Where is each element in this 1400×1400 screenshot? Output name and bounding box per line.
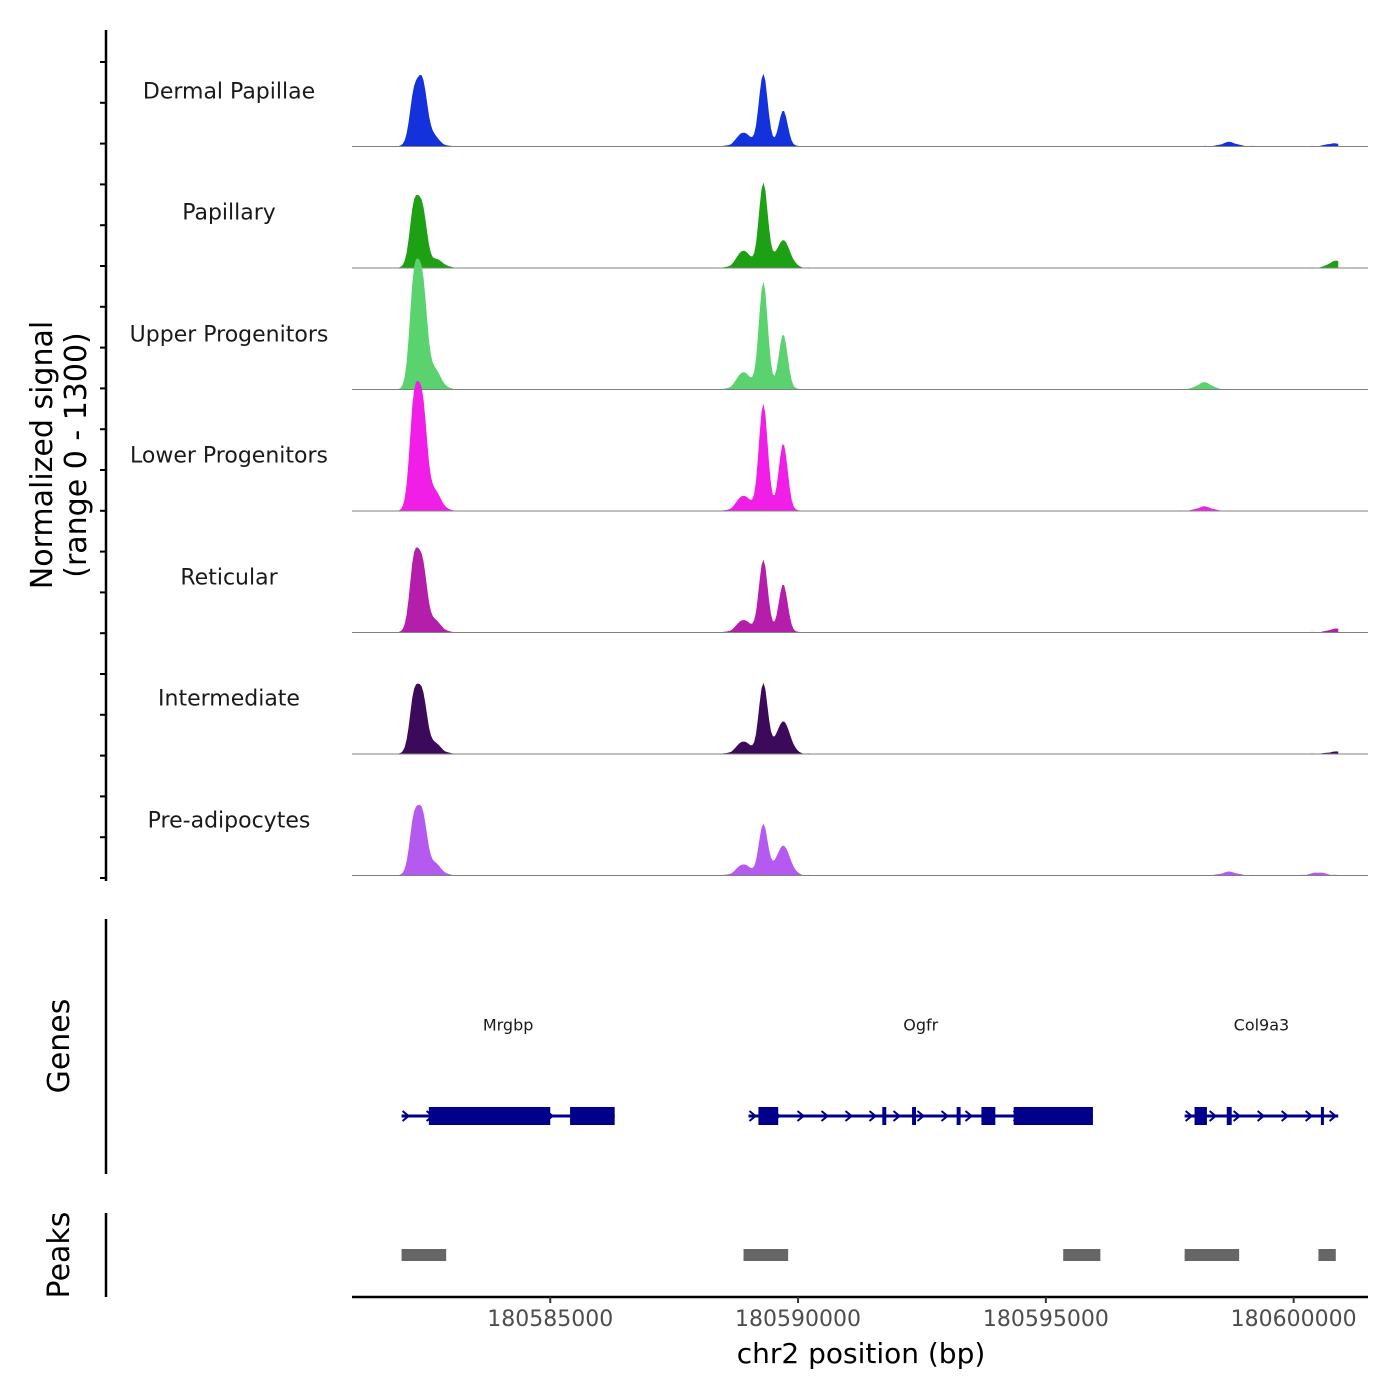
peak-region — [401, 1249, 447, 1261]
gene-strand-arrow — [1012, 1110, 1022, 1122]
gene-strand-arrow — [1208, 1110, 1218, 1122]
track-signal-area — [399, 547, 1339, 633]
gene-strand-arrow — [1328, 1110, 1338, 1122]
axes — [100, 30, 1368, 1303]
gene-strand-arrow — [916, 1110, 926, 1122]
track-label: Reticular — [180, 565, 278, 590]
gene-strand-arrow — [1304, 1110, 1314, 1122]
track-label: Papillary — [182, 200, 276, 226]
track-label: Upper Progenitors — [129, 322, 329, 347]
genes-axis-title: Genes — [42, 998, 77, 1094]
gene-exon — [981, 1107, 996, 1125]
gene-strand-arrow — [1232, 1110, 1242, 1122]
x-tick-label: 180600000 — [1230, 1307, 1357, 1332]
peak-region — [1063, 1249, 1101, 1261]
peaks-axis-title: Peaks — [42, 1211, 77, 1299]
gene-exon — [1194, 1107, 1207, 1125]
track-signal-area — [399, 73, 1339, 147]
gene-strand-arrow — [569, 1110, 579, 1122]
track-signal-area — [399, 258, 1339, 390]
track-upper-progenitors — [352, 258, 1368, 390]
track-signal-area — [399, 682, 1339, 754]
x-axis-title: chr2 position (bp) — [736, 1337, 986, 1370]
gene-exon — [570, 1107, 615, 1125]
peak-region — [1318, 1249, 1336, 1261]
track-label: Intermediate — [158, 686, 300, 712]
gene-strand-arrow — [1084, 1110, 1094, 1122]
gene-name: Ogfr — [903, 1015, 939, 1035]
gene-strand-arrow — [940, 1110, 950, 1122]
gene-name: Mrgbp — [482, 1015, 534, 1035]
y-axis-title-line2: (range 0 - 1300) — [59, 332, 94, 578]
track-label: Pre-adipocytes — [147, 808, 311, 833]
gene-exon — [1226, 1107, 1232, 1125]
gene-strand-arrow — [796, 1110, 806, 1122]
gene-exon — [1320, 1107, 1324, 1125]
track-label: Lower Progenitors — [130, 443, 328, 469]
gene-strand-arrow — [1060, 1110, 1070, 1122]
gene-strand-arrow — [1036, 1110, 1046, 1122]
gene-name: Col9a3 — [1233, 1015, 1290, 1035]
track-pre-adipocytes — [352, 804, 1368, 876]
track-dermal-papillae — [352, 73, 1368, 147]
y-axis-title: Normalized signal (range 0 - 1300) — [25, 320, 94, 590]
gene-strand-arrow — [988, 1110, 998, 1122]
track-lower-progenitors — [352, 380, 1368, 512]
x-tick-label: 180595000 — [982, 1307, 1109, 1332]
gene-ogfr — [748, 1107, 1094, 1125]
gene-strand-arrow — [1184, 1110, 1194, 1122]
track-label: Dermal Papillae — [142, 79, 316, 104]
peak-region — [1184, 1249, 1240, 1261]
gene-strand-arrow — [820, 1110, 830, 1122]
gene-exon — [1013, 1107, 1093, 1125]
y-axis-title-line1: Normalized signal — [25, 320, 60, 590]
gene-exon — [882, 1107, 887, 1125]
gene-strand-arrow — [401, 1110, 411, 1122]
gene-strand-arrow — [449, 1110, 459, 1122]
gene-strand-arrow — [964, 1110, 974, 1122]
gene-exon — [956, 1107, 961, 1125]
gene-exon — [758, 1107, 779, 1125]
gene-col9a3 — [1184, 1107, 1339, 1125]
gene-strand-arrow — [593, 1110, 603, 1122]
gene-mrgbp — [401, 1107, 615, 1125]
track-signal-area — [399, 182, 1339, 268]
signal-tracks — [352, 73, 1368, 876]
peaks-track — [401, 1249, 1336, 1261]
gene-strand-arrow — [1256, 1110, 1266, 1122]
track-signal-area — [399, 380, 1339, 511]
gene-strand-arrow — [425, 1110, 435, 1122]
x-tick-label: 180590000 — [735, 1307, 862, 1332]
gene-exon — [912, 1107, 917, 1125]
gene-strand-arrow — [1280, 1110, 1290, 1122]
gene-track — [401, 1107, 1339, 1125]
track-papillary — [352, 182, 1368, 269]
gene-strand-arrow — [844, 1110, 854, 1122]
gene-strand-arrow — [521, 1110, 531, 1122]
track-intermediate — [352, 682, 1368, 755]
gene-strand-arrow — [473, 1110, 483, 1122]
peak-region — [743, 1249, 789, 1261]
track-signal-area — [399, 804, 1339, 876]
gene-strand-arrow — [868, 1110, 878, 1122]
gene-strand-arrow — [748, 1110, 758, 1122]
gene-strand-arrow — [497, 1110, 507, 1122]
gene-strand-arrow — [892, 1110, 902, 1122]
gene-exon — [428, 1107, 551, 1125]
gene-strand-arrow — [545, 1110, 555, 1122]
gene-strand-arrow — [772, 1110, 782, 1122]
x-tick-label: 180585000 — [487, 1307, 614, 1332]
track-reticular — [352, 547, 1368, 633]
